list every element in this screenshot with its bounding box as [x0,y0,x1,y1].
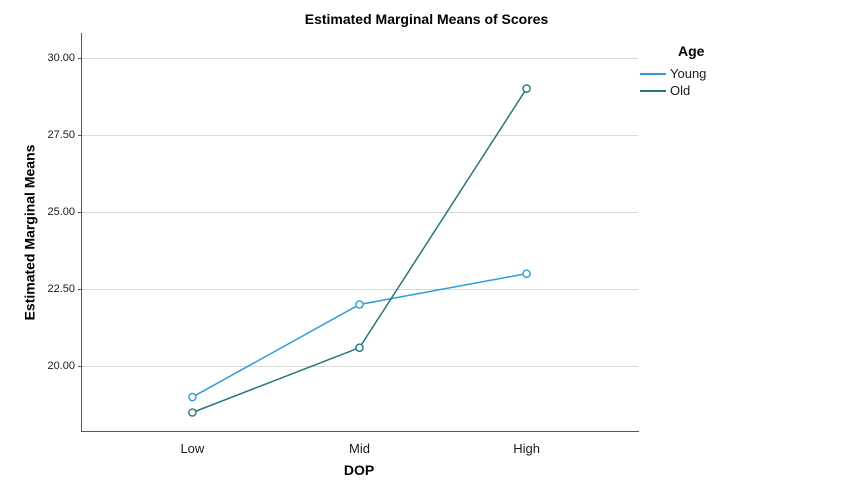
legend-title: Age [678,43,705,59]
x-tick-label: Mid [349,441,370,456]
series-line-young [192,272,527,398]
legend-item-label: Young [670,66,707,81]
y-tick-label: 22.50 [47,282,75,295]
legend: Age Young Old [640,43,840,99]
data-point-marker [188,392,197,402]
y-tick-label: 20.00 [47,359,75,372]
data-point-marker [522,269,531,278]
y-tick-label: 30.00 [47,51,75,64]
y-tick-label: 27.50 [47,128,75,141]
legend-item-label: Old [670,83,691,98]
x-tick-label: High [513,441,540,456]
y-tick-label: 25.00 [47,205,75,218]
data-point-marker [355,343,364,352]
data-point-marker [188,408,197,417]
x-axis-title: DOP [343,462,375,478]
chart-title: Estimated Marginal Means of Scores [304,11,549,27]
data-point-marker [522,84,531,93]
legend-item-old: Old [640,82,840,99]
x-tick-label: Low [180,441,205,456]
series-line-old [192,88,528,414]
legend-items: Young Old [640,65,840,99]
legend-line-swatch [640,89,666,92]
data-point-marker [355,300,364,309]
legend-item-young: Young [640,65,840,82]
legend-line-swatch [640,72,666,75]
